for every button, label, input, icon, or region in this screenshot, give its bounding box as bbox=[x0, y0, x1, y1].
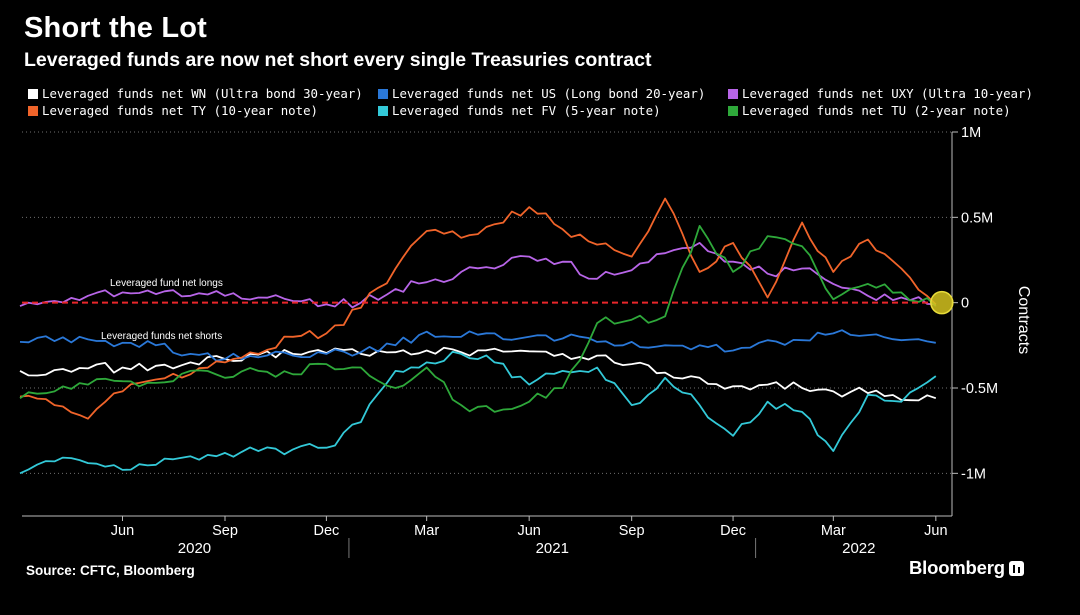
year-label: 2021 bbox=[536, 540, 569, 557]
x-tick-label: Jun bbox=[517, 523, 540, 539]
axes: 1M 0.5M 0 -0.5M -1M Contracts Jun Sep Dec Mar Jun S… bbox=[22, 125, 1032, 558]
x-tick-label: Jun bbox=[111, 523, 134, 539]
series-line bbox=[19, 350, 937, 475]
highlight-marker bbox=[930, 290, 954, 315]
logo-text: Bloomberg bbox=[909, 557, 1005, 578]
legend-label: Leveraged funds net TU (2-year note) bbox=[742, 103, 1011, 118]
legend-item-us: Leveraged funds net US (Long bond 20-yea… bbox=[378, 86, 705, 102]
annotations: Leveraged fund net longs Leveraged funds … bbox=[101, 278, 223, 342]
x-tick-label: Dec bbox=[720, 523, 746, 539]
x-tick-label: Mar bbox=[414, 523, 439, 539]
legend-label: Leveraged funds net FV (5-year note) bbox=[392, 103, 661, 118]
legend-swatch bbox=[728, 106, 738, 116]
legend-label: Leveraged funds net TY (10-year note) bbox=[42, 103, 319, 118]
chart-subtitle: Leveraged funds are now net short every … bbox=[24, 49, 652, 71]
legend-swatch bbox=[378, 106, 388, 116]
series-line bbox=[19, 329, 936, 362]
legend-swatch bbox=[28, 89, 38, 99]
legend-swatch bbox=[378, 89, 388, 99]
y-tick-label: 0.5M bbox=[961, 210, 993, 226]
legend-label: Leveraged funds net UXY (Ultra 10-year) bbox=[742, 86, 1033, 101]
gridlines bbox=[22, 131, 952, 474]
series-line bbox=[19, 197, 937, 420]
source-note: Source: CFTC, Bloomberg bbox=[26, 563, 195, 578]
legend-label: Leveraged funds net WN (Ultra bond 30-ye… bbox=[42, 86, 363, 101]
x-tick-label: Mar bbox=[821, 523, 846, 539]
y-tick-label: -1M bbox=[961, 466, 986, 482]
y-tick-label: 0 bbox=[961, 296, 969, 312]
annotation-shorts: Leveraged funds net shorts bbox=[101, 331, 222, 342]
legend-item-wn: Leveraged funds net WN (Ultra bond 30-ye… bbox=[28, 86, 363, 102]
legend-item-uxy: Leveraged funds net UXY (Ultra 10-year) bbox=[728, 86, 1033, 102]
y-tick-label: -0.5M bbox=[961, 381, 998, 397]
bloomberg-terminal-icon bbox=[1008, 561, 1024, 576]
bloomberg-logo: Bloomberg bbox=[909, 557, 1024, 579]
year-label: 2020 bbox=[178, 540, 211, 557]
x-tick-label: Sep bbox=[619, 523, 645, 539]
legend-item-tu: Leveraged funds net TU (2-year note) bbox=[728, 103, 1011, 119]
legend-swatch bbox=[728, 89, 738, 99]
series-line bbox=[19, 225, 937, 413]
legend-label: Leveraged funds net US (Long bond 20-yea… bbox=[392, 86, 706, 101]
y-axis-label: Contracts bbox=[1015, 286, 1032, 354]
legend-item-fv: Leveraged funds net FV (5-year note) bbox=[378, 103, 661, 119]
series-layer bbox=[19, 197, 954, 475]
legend-item-ty: Leveraged funds net TY (10-year note) bbox=[28, 103, 318, 119]
x-tick-label: Sep bbox=[212, 523, 238, 539]
legend-swatch bbox=[28, 106, 38, 116]
series-line bbox=[19, 242, 936, 309]
x-tick-label: Dec bbox=[313, 523, 339, 539]
chart-title: Short the Lot bbox=[24, 12, 208, 44]
series-line bbox=[19, 346, 937, 402]
y-tick-label: 1M bbox=[961, 125, 981, 141]
year-label: 2022 bbox=[842, 540, 875, 557]
x-tick-label: Jun bbox=[924, 523, 947, 539]
annotation-longs: Leveraged fund net longs bbox=[110, 278, 223, 289]
